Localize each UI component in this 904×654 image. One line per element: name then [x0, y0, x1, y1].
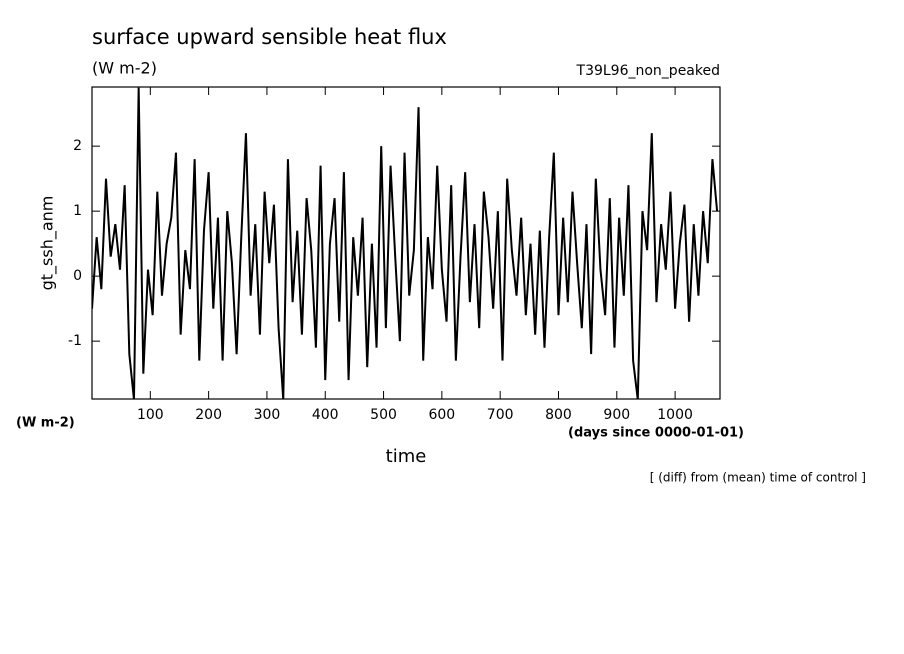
annotation: [ (diff) from (mean) time of control ]: [650, 471, 866, 485]
plot-frame: [91, 86, 721, 400]
y-tick-label: 0: [73, 268, 82, 284]
data-line: [92, 87, 719, 399]
x-tick-label: 900: [603, 407, 630, 423]
x-tick-label: 500: [370, 407, 397, 423]
chart-subtitle: (W m-2): [92, 59, 157, 78]
run-label: T39L96_non_peaked: [576, 63, 720, 79]
x-tick-label: 800: [545, 407, 572, 423]
x-tick-label: 200: [195, 407, 222, 423]
y-units: (W m-2): [16, 416, 75, 431]
y-axis-label: gt_ssh_anm: [38, 196, 58, 291]
chart-title: surface upward sensible heat flux: [92, 25, 447, 49]
y-tick-label: 2: [73, 138, 82, 154]
x-tick-label: 400: [312, 407, 339, 423]
x-tick-label: 700: [487, 407, 514, 423]
y-tick-label: -1: [68, 333, 82, 349]
x-tick-label: 600: [428, 407, 455, 423]
x-units: (days since 0000-01-01): [568, 426, 744, 441]
x-axis-label: time: [386, 446, 427, 467]
x-tick-label: 1000: [657, 407, 693, 423]
y-tick-label: 1: [73, 203, 82, 219]
x-tick-label: 300: [254, 407, 281, 423]
x-tick-label: 100: [137, 407, 164, 423]
